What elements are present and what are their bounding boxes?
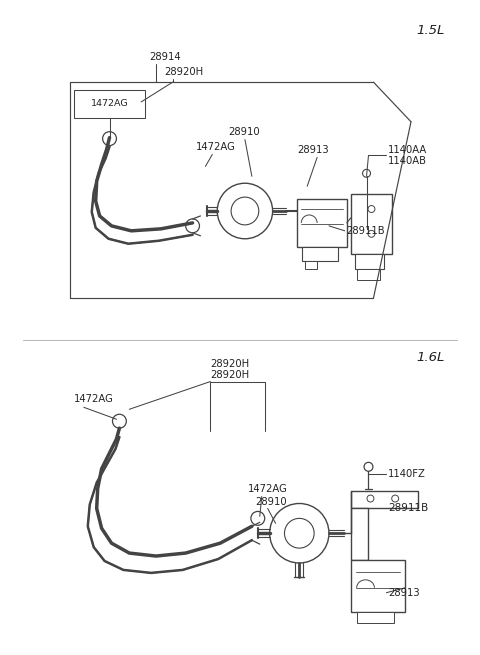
Bar: [351, 560, 405, 612]
Text: 28914: 28914: [149, 52, 180, 62]
Text: 1472AG: 1472AG: [91, 100, 128, 109]
Text: 28911B: 28911B: [347, 226, 385, 236]
Text: 1140AA: 1140AA: [388, 145, 428, 155]
Text: 1472AG: 1472AG: [195, 141, 235, 151]
Bar: [351, 491, 418, 508]
Text: 28913: 28913: [388, 588, 420, 598]
Text: 1140AB: 1140AB: [388, 157, 427, 166]
Text: 28910: 28910: [228, 126, 260, 137]
Circle shape: [368, 206, 375, 212]
Text: 28913: 28913: [297, 145, 329, 155]
Circle shape: [270, 504, 329, 563]
Bar: [302, 247, 338, 261]
Text: 1140FZ: 1140FZ: [388, 469, 426, 479]
Circle shape: [186, 219, 200, 233]
Text: 1472AG: 1472AG: [248, 483, 288, 494]
Circle shape: [362, 170, 371, 178]
Circle shape: [367, 495, 374, 502]
Circle shape: [231, 197, 259, 225]
Circle shape: [112, 414, 126, 428]
Bar: [355, 253, 384, 269]
Circle shape: [368, 231, 375, 237]
Circle shape: [217, 183, 273, 239]
Text: 28920H: 28920H: [210, 369, 250, 380]
Bar: [351, 508, 369, 560]
Text: 28911B: 28911B: [388, 504, 429, 514]
Bar: [357, 269, 380, 280]
Bar: [74, 90, 145, 118]
Circle shape: [364, 462, 373, 471]
Circle shape: [251, 512, 264, 525]
Text: 28920H: 28920H: [164, 67, 203, 77]
Text: 1.5L: 1.5L: [416, 24, 444, 37]
Text: 28910: 28910: [255, 496, 287, 506]
Text: 28920H: 28920H: [210, 359, 250, 369]
Circle shape: [103, 132, 117, 145]
Bar: [305, 261, 317, 269]
Bar: [297, 199, 347, 247]
Circle shape: [392, 495, 399, 502]
Text: 1472AG: 1472AG: [74, 394, 114, 404]
Bar: [357, 612, 394, 624]
Text: 1.6L: 1.6L: [416, 351, 444, 364]
Circle shape: [285, 518, 314, 548]
Bar: [351, 194, 392, 253]
